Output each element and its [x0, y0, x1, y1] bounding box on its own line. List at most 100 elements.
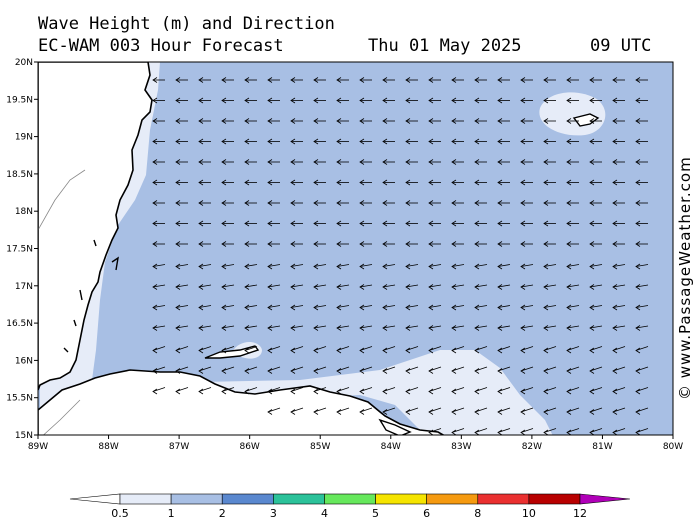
wave-arrow-shaft — [612, 407, 626, 413]
wave-arrow-head — [474, 97, 480, 104]
wave-arrow-shaft — [290, 325, 304, 329]
wave-direction-arrows — [152, 77, 649, 435]
wave-arrow-head — [152, 159, 158, 165]
wave-arrow-shaft — [198, 264, 212, 267]
legend-swatch — [273, 493, 325, 505]
wave-arrow-head — [497, 368, 503, 374]
wave-arrow-head — [336, 118, 342, 124]
wave-arrow-head — [451, 263, 457, 270]
wave-arrow-shaft — [612, 325, 626, 329]
wave-arrow-head — [221, 304, 227, 311]
wave-arrow-head — [359, 409, 365, 415]
wave-arrow-head — [635, 388, 641, 395]
wave-arrow-head — [543, 325, 549, 331]
wave-arrow-shaft — [244, 366, 258, 372]
wave-arrow-head — [566, 325, 572, 331]
wave-arrow-head — [198, 220, 204, 227]
wave-arrow-head — [290, 409, 296, 415]
wave-arrow-head — [382, 97, 388, 104]
wave-arrow-head — [520, 429, 526, 435]
wave-arrow-shaft — [175, 325, 189, 329]
wave-arrow-head — [543, 77, 549, 83]
wave-arrow-head — [198, 284, 204, 290]
wave-arrow-shaft — [359, 264, 373, 267]
wave-arrow-shaft — [497, 428, 511, 433]
wave-arrow-shaft — [267, 407, 281, 413]
wave-arrow-head — [543, 179, 549, 186]
wave-arrow-shaft — [451, 407, 465, 413]
wave-arrow-shaft — [221, 346, 235, 351]
wave-arrow-head — [359, 304, 365, 311]
wave-arrow-shaft — [405, 284, 419, 288]
wave-arrow-head — [635, 368, 641, 374]
wave-arrow-shaft — [267, 264, 281, 267]
wave-arrow-head — [336, 138, 342, 145]
wave-arrow-head — [359, 263, 365, 270]
wave-arrow-head — [451, 347, 457, 354]
wave-arrow-head — [543, 118, 549, 124]
wave-arrow-head — [221, 325, 227, 331]
wave-arrow-head — [175, 388, 181, 395]
lon-tick-label: 80W — [663, 442, 683, 452]
wave-arrow-shaft — [244, 325, 258, 329]
wave-arrow-head — [313, 304, 319, 311]
wave-arrow-head — [359, 118, 365, 124]
wave-arrow-shaft — [566, 428, 580, 433]
wave-arrow-head — [244, 347, 250, 354]
wave-arrow-head — [543, 159, 549, 165]
wave-arrow-head — [359, 159, 365, 165]
wave-arrow-head — [290, 263, 296, 270]
lat-tick-label: 15N — [15, 431, 33, 441]
wave-arrow-head — [198, 97, 204, 104]
wave-arrow-head — [152, 325, 158, 331]
wave-arrow-head — [313, 77, 319, 83]
wave-arrow-head — [175, 118, 181, 124]
wave-arrow-head — [336, 97, 342, 104]
wave-arrow-head — [635, 138, 641, 145]
wave-arrow-shaft — [359, 346, 373, 351]
wave-arrow-head — [221, 263, 227, 270]
wave-arrow-head — [428, 429, 434, 435]
wave-arrow-head — [244, 200, 250, 206]
wave-arrow-head — [336, 347, 342, 354]
wave-arrow-head — [382, 159, 388, 165]
wave-arrow-head — [566, 200, 572, 206]
wave-arrow-shaft — [635, 346, 649, 351]
wave-arrow-head — [152, 200, 158, 206]
wave-arrow-head — [267, 388, 273, 395]
wave-arrow-head — [612, 429, 618, 435]
wave-arrow-head — [428, 77, 434, 83]
wave-arrow-shaft — [451, 325, 465, 329]
wave-arrow-head — [635, 429, 641, 435]
wave-arrow-shaft — [520, 305, 534, 308]
wave-arrow-head — [359, 77, 365, 83]
legend-swatch — [528, 493, 581, 505]
wave-arrow-head — [589, 388, 595, 395]
island-caribe — [378, 418, 412, 435]
wave-arrow-shaft — [244, 305, 258, 308]
wave-arrow-shaft — [405, 387, 419, 392]
legend-label: 10 — [522, 507, 536, 520]
wave-arrow-head — [359, 138, 365, 145]
wave-arrow-head — [152, 118, 158, 124]
wave-arrow-shaft — [198, 346, 212, 351]
land-yucatan — [38, 62, 153, 391]
wave-arrow-shaft — [359, 366, 373, 372]
wave-arrow-shaft — [635, 325, 649, 329]
wave-arrow-head — [405, 118, 411, 124]
wave-arrow-shaft — [543, 407, 557, 413]
wave-arrow-head — [635, 97, 641, 104]
wave-arrow-head — [290, 159, 296, 165]
wave-arrow-head — [451, 409, 457, 415]
wave-arrow-head — [244, 325, 250, 331]
wave-arrow-shaft — [267, 366, 281, 372]
wave-arrow-head — [244, 77, 250, 83]
wave-arrow-shaft — [267, 284, 281, 288]
wave-arrow-head — [451, 97, 457, 104]
wave-arrow-head — [290, 388, 296, 395]
wave-arrow-head — [267, 179, 273, 186]
lon-tick-label: 88W — [98, 442, 118, 452]
wave-arrow-shaft — [451, 264, 465, 267]
wave-arrow-head — [566, 409, 572, 415]
wave-arrow-head — [474, 325, 480, 331]
